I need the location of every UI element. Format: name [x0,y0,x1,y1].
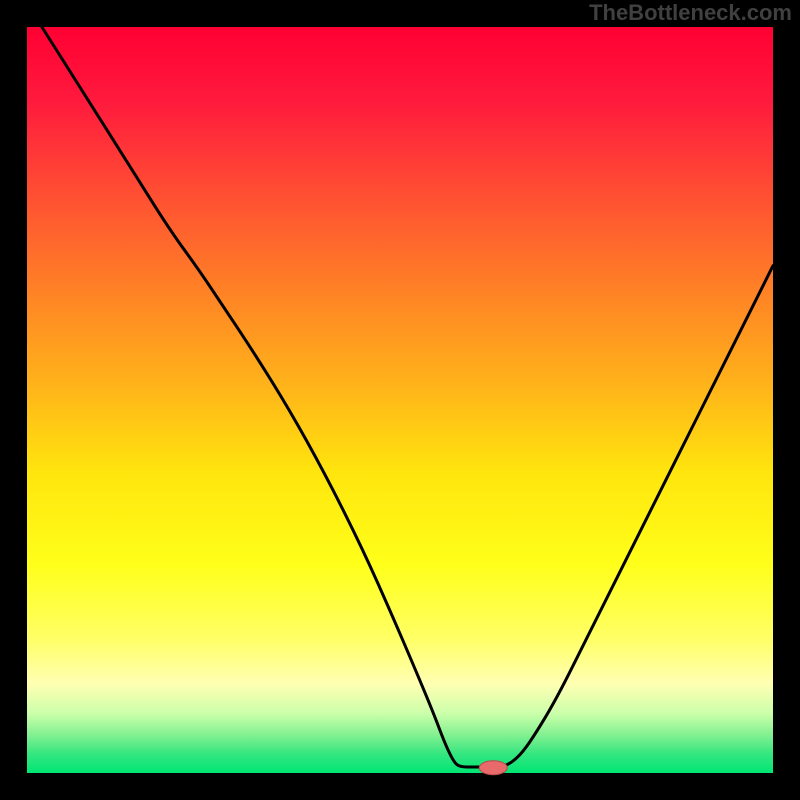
chart-container: TheBottleneck.com [0,0,800,800]
optimal-point-marker [479,761,507,775]
plot-gradient-background [27,27,773,773]
chart-svg [0,0,800,800]
